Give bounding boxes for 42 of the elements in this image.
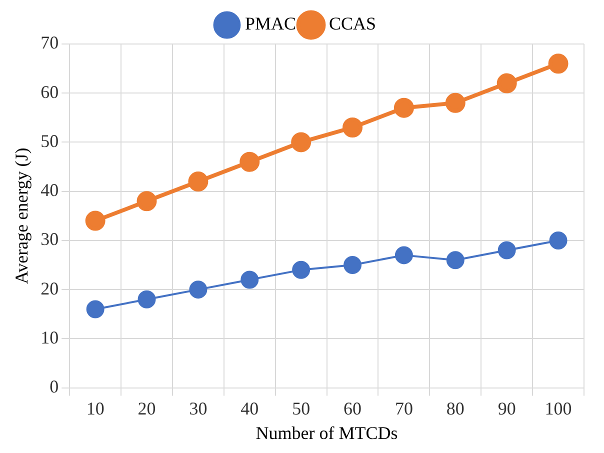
point: [394, 246, 413, 264]
x-tick-label: 60: [344, 398, 362, 418]
y-tick-label: 50: [40, 130, 59, 151]
y-tick-label: 0: [50, 376, 59, 397]
point: [188, 172, 208, 192]
x-axis-title: Number of MTCDs: [256, 422, 398, 443]
y-tick-label: 30: [40, 229, 59, 250]
point: [548, 54, 568, 74]
point: [189, 280, 208, 299]
y-tick-label: 70: [40, 32, 59, 53]
point: [240, 270, 259, 289]
x-tick-label: 40: [240, 398, 259, 418]
point: [549, 231, 568, 250]
point: [394, 98, 414, 118]
point: [136, 191, 157, 212]
point: [240, 152, 260, 172]
y-tick-label: 40: [40, 180, 59, 200]
x-tick-label: 20: [138, 398, 156, 418]
y-tick-label: 20: [40, 278, 59, 298]
point: [445, 92, 466, 113]
x-tick-label: 90: [498, 398, 516, 418]
point: [344, 256, 362, 274]
point: [291, 132, 312, 152]
point: [292, 260, 310, 279]
x-tick-label: 80: [446, 398, 464, 418]
y-axis-title: Average energy (J): [12, 148, 32, 284]
point: [342, 117, 363, 138]
x-tick-label: 10: [86, 398, 104, 418]
x-tick-label: 100: [544, 398, 572, 418]
point: [496, 73, 517, 94]
point: [86, 300, 104, 318]
legend-label: CCAS: [329, 14, 376, 34]
point: [85, 210, 106, 231]
legend-label: PMAC: [244, 14, 296, 34]
y-tick-label: 60: [40, 82, 59, 102]
x-tick-label: 30: [189, 398, 208, 418]
y-tick-label: 10: [40, 327, 59, 348]
point: [498, 241, 516, 260]
point: [446, 251, 464, 270]
x-tick-label: 50: [292, 398, 310, 418]
point: [138, 290, 156, 308]
x-tick-label: 70: [394, 398, 413, 418]
